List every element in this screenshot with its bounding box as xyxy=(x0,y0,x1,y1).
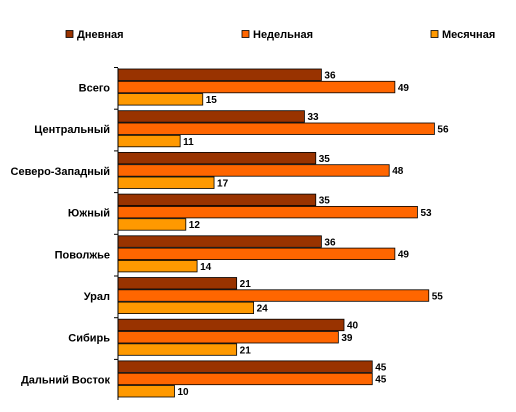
value-label-0-2: 15 xyxy=(206,95,218,106)
value-label-4-2: 14 xyxy=(200,262,212,273)
value-label-2-1: 48 xyxy=(392,166,404,177)
bar-2-2 xyxy=(117,176,215,189)
category-label-5: Урал xyxy=(84,291,110,303)
legend-swatch-1 xyxy=(241,30,250,38)
bar-0-1 xyxy=(117,80,396,94)
value-label-5-0: 21 xyxy=(240,279,252,290)
value-label-1-0: 33 xyxy=(307,112,319,123)
value-label-7-1: 45 xyxy=(375,375,387,386)
value-label-4-0: 36 xyxy=(324,237,336,248)
bar-6-1 xyxy=(117,331,339,344)
value-label-7-0: 45 xyxy=(375,362,387,373)
bar-3-2 xyxy=(117,218,187,231)
category-label-4: Поволжье xyxy=(55,249,110,261)
category-label-1: Центральный xyxy=(34,124,110,136)
bar-1-1 xyxy=(117,122,435,135)
bar-1-0 xyxy=(117,110,305,123)
category-label-7: Дальний Восток xyxy=(21,374,111,386)
bar-5-1 xyxy=(117,289,430,302)
bars xyxy=(117,68,435,398)
bar-2-1 xyxy=(117,164,390,177)
legend-label-0: Дневная xyxy=(77,29,124,41)
value-label-1-2: 11 xyxy=(183,137,194,148)
value-label-2-2: 17 xyxy=(217,179,229,190)
bar-7-1 xyxy=(117,372,373,386)
category-label-6: Сибирь xyxy=(68,333,110,345)
category-label-3: Южный xyxy=(68,208,110,220)
value-label-2-0: 35 xyxy=(319,154,331,165)
value-label-6-0: 40 xyxy=(347,321,359,332)
bar-1-2 xyxy=(117,134,181,148)
category-label-2: Северо-Западный xyxy=(11,166,110,178)
bar-7-2 xyxy=(117,385,175,398)
legend-label-1: Недельная xyxy=(253,29,313,41)
value-label-6-1: 39 xyxy=(341,333,353,344)
value-label-5-2: 24 xyxy=(257,304,269,315)
legend: Дневная Недельная Месячная xyxy=(65,29,495,41)
bar-5-0 xyxy=(117,277,238,290)
bar-5-2 xyxy=(117,301,255,315)
bar-0-0 xyxy=(117,68,322,81)
value-label-6-2: 21 xyxy=(240,345,252,356)
value-labels: 36 49 15 33 56 11 35 48 17 35 53 12 36 49 14 21 55 24 4039… xyxy=(178,71,449,399)
bar-7-0 xyxy=(117,360,373,373)
bar-4-0 xyxy=(117,235,322,248)
value-label-7-2: 10 xyxy=(178,387,190,398)
category-labels: Всего Центральный Северо-Западный Южный Пово… xyxy=(11,83,111,387)
bar-4-1 xyxy=(117,247,396,261)
value-label-4-1: 49 xyxy=(398,250,410,261)
value-label-3-2: 12 xyxy=(189,220,201,231)
bar-0-2 xyxy=(117,93,204,106)
value-label-3-1: 53 xyxy=(420,208,432,219)
value-label-3-0: 35 xyxy=(319,196,331,207)
bar-6-2 xyxy=(117,343,238,356)
value-label-0-0: 36 xyxy=(324,71,336,82)
legend-swatch-0 xyxy=(65,30,74,38)
axis xyxy=(114,67,119,400)
value-label-0-1: 49 xyxy=(398,83,410,94)
bar-4-2 xyxy=(117,259,198,273)
value-label-5-1: 55 xyxy=(432,291,444,302)
bar-3-0 xyxy=(117,193,317,207)
bar-6-0 xyxy=(117,318,345,332)
value-label-1-1: 56 xyxy=(437,125,449,136)
category-label-0: Всего xyxy=(79,83,111,95)
legend-swatch-2 xyxy=(430,30,439,38)
bar-2-0 xyxy=(117,151,317,165)
bar-3-1 xyxy=(117,205,418,219)
legend-label-2: Месячная xyxy=(442,29,495,41)
